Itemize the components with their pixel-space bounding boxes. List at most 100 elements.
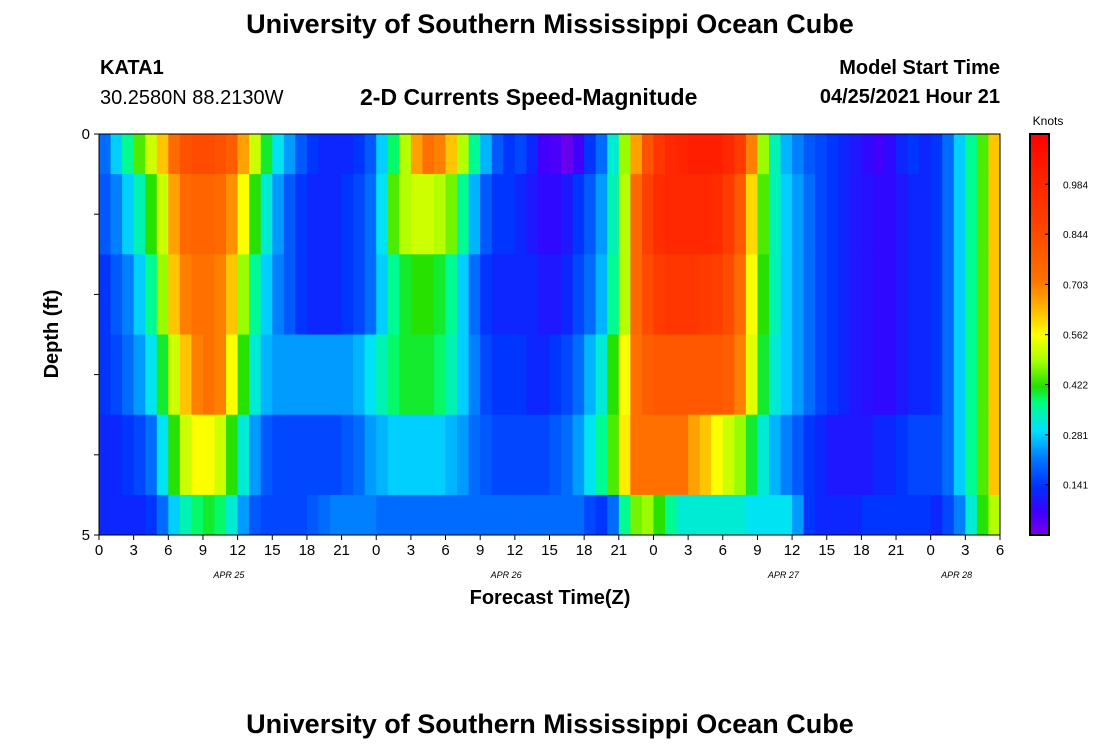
- heatmap-cell: [514, 134, 527, 175]
- heatmap-cell: [803, 334, 816, 416]
- heatmap-cell: [341, 414, 354, 496]
- heatmap-cell: [341, 334, 354, 416]
- heatmap-cell: [722, 414, 735, 496]
- heatmap-cell: [884, 334, 897, 416]
- heatmap-cell: [688, 334, 701, 416]
- heatmap-cell: [768, 134, 782, 175]
- heatmap-cell: [815, 334, 828, 416]
- colorbar-tick-label: 0.562: [1063, 331, 1088, 342]
- heatmap-cell: [480, 334, 493, 416]
- heatmap-cell: [133, 174, 146, 255]
- heatmap-cell: [953, 334, 966, 416]
- heatmap-cell: [849, 334, 862, 416]
- heatmap-cell: [156, 134, 169, 175]
- heatmap-cell: [376, 494, 389, 535]
- heatmap-cell: [422, 334, 435, 416]
- x-tick-label: 6: [719, 542, 727, 559]
- heatmap-cell: [780, 134, 793, 175]
- heatmap-cell: [99, 254, 112, 336]
- heatmap-cell: [179, 134, 193, 175]
- heatmap-cell: [468, 174, 481, 255]
- station-id: KATA1: [100, 57, 164, 79]
- heatmap-cell: [768, 254, 782, 336]
- heatmap-cell: [445, 414, 458, 496]
- heatmap-cell: [711, 334, 724, 416]
- heatmap-cell: [953, 494, 966, 535]
- x-tick-label: 9: [476, 542, 484, 559]
- heatmap-cell: [803, 254, 816, 336]
- heatmap-cell: [237, 134, 250, 175]
- heatmap-cell: [745, 414, 759, 496]
- heatmap-cell: [387, 174, 400, 255]
- heatmap-cell: [734, 334, 747, 416]
- heatmap-cell: [422, 494, 435, 535]
- heatmap-cell: [399, 134, 412, 175]
- heatmap-cell: [676, 134, 689, 175]
- heatmap-cell: [122, 254, 135, 336]
- heatmap-cell: [930, 334, 943, 416]
- heatmap-cell: [780, 174, 793, 255]
- heatmap-cell: [306, 334, 320, 416]
- heatmap-cell: [584, 334, 597, 416]
- heatmap-cell: [861, 414, 874, 496]
- heatmap-cell: [757, 134, 770, 175]
- heatmap-cell: [745, 134, 759, 175]
- heatmap-cell: [953, 174, 966, 255]
- heatmap-cell: [561, 174, 574, 255]
- y-tick-label: 5: [82, 527, 90, 544]
- heatmap-cell: [168, 174, 181, 255]
- heatmap-cell: [122, 414, 135, 496]
- heatmap-cell: [711, 254, 724, 336]
- heatmap-cell: [468, 254, 481, 336]
- colorbar-unit-label: Knots: [1033, 114, 1064, 128]
- heatmap-cell: [561, 134, 574, 175]
- heatmap-cell: [988, 134, 1000, 175]
- heatmap-cell: [976, 254, 990, 336]
- heatmap-cell: [480, 254, 493, 336]
- heatmap-cell: [838, 414, 851, 496]
- heatmap-cell: [861, 174, 874, 255]
- heatmap-cell: [202, 494, 216, 535]
- heatmap-cell: [330, 134, 343, 175]
- heatmap-cell: [653, 254, 666, 336]
- heatmap-cell: [191, 494, 204, 535]
- heatmap-cell: [168, 414, 181, 496]
- heatmap-cell: [295, 414, 308, 496]
- heatmap-cell: [295, 174, 308, 255]
- x-tick-label: 12: [784, 542, 801, 559]
- heatmap-cell: [272, 174, 285, 255]
- heatmap-cell: [641, 494, 655, 535]
- heatmap-cell: [618, 134, 631, 175]
- heatmap-cell: [919, 494, 932, 535]
- x-tick-label: 9: [199, 542, 207, 559]
- heatmap-cell: [179, 334, 193, 416]
- x-axis-label: Forecast Time(Z): [470, 587, 631, 609]
- heatmap-cell: [364, 334, 377, 416]
- heatmap-cell: [122, 134, 135, 175]
- heatmap-cell: [988, 174, 1000, 255]
- heatmap-cell: [410, 254, 424, 336]
- heatmap-cell: [445, 174, 458, 255]
- heatmap-cell: [768, 494, 782, 535]
- y-tick-label: 0: [82, 126, 90, 143]
- heatmap-cell: [272, 134, 285, 175]
- heatmap-cell: [665, 174, 678, 255]
- heatmap-cell: [237, 334, 250, 416]
- heatmap-cell: [734, 174, 747, 255]
- heatmap-cell: [861, 254, 874, 336]
- model-start-label: Model Start Time: [839, 57, 1000, 79]
- heatmap-cell: [283, 334, 296, 416]
- heatmap-cell: [468, 134, 481, 175]
- heatmap-cell: [930, 174, 943, 255]
- heatmap-cell: [457, 254, 470, 336]
- heatmap-cell: [653, 174, 666, 255]
- heatmap-cell: [930, 494, 943, 535]
- x-tick-label: 12: [507, 542, 524, 559]
- heatmap-cell: [110, 494, 123, 535]
- heatmap-cell: [618, 494, 631, 535]
- heatmap-cell: [618, 334, 631, 416]
- heatmap-cell: [907, 494, 920, 535]
- x-tick-label: 15: [818, 542, 835, 559]
- heatmap-cell: [249, 134, 262, 175]
